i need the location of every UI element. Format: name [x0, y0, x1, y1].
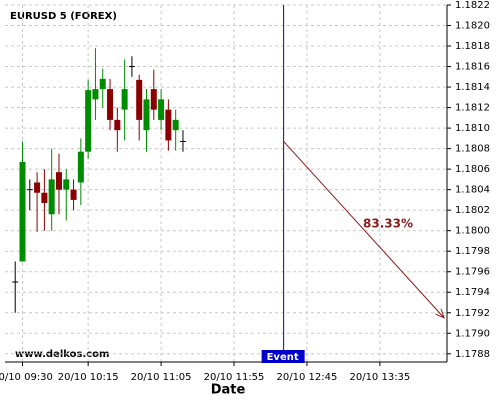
candle-body: [150, 89, 157, 110]
y-tick-label: 1.1794: [455, 287, 490, 298]
candle-body: [107, 89, 114, 120]
y-tick-label: 1.1816: [455, 62, 490, 73]
y-tick-label: 1.1796: [455, 267, 490, 278]
y-tick-label: 1.1818: [455, 41, 490, 52]
y-tick-label: 1.1810: [455, 123, 490, 134]
candle-body: [172, 119, 179, 131]
candle-body: [121, 89, 128, 110]
forecast-label: 83.33%: [363, 217, 413, 231]
x-tick-label: 20/10 09:30: [0, 372, 53, 383]
x-tick-label: 20/10 10:15: [58, 372, 119, 383]
x-tick-label: 20/10 11:55: [204, 372, 265, 383]
candle-body: [85, 90, 92, 152]
forecast-arrow: [283, 141, 444, 317]
x-tick-label: 20/10 13:35: [349, 372, 410, 383]
y-tick-label: 1.1812: [455, 103, 490, 114]
candle-body: [92, 89, 99, 100]
candle-body: [19, 161, 26, 262]
chart-title: EURUSD 5 (FOREX): [10, 11, 117, 22]
y-tick-label: 1.1798: [455, 246, 490, 257]
candle-body: [63, 179, 70, 190]
x-axis-label: Date: [211, 383, 246, 398]
candle-body: [55, 172, 62, 190]
candle-body: [34, 182, 41, 193]
x-tick-label: 20/10 11:05: [131, 372, 192, 383]
event-box: [261, 350, 305, 363]
y-tick-label: 1.1788: [455, 349, 490, 360]
y-tick-label: 1.1806: [455, 164, 490, 175]
y-tick-label: 1.1822: [455, 0, 490, 11]
event-label: Event: [267, 352, 299, 363]
x-tick-label: 20/10 12:45: [277, 372, 338, 383]
candle-body: [99, 78, 106, 90]
y-tick-label: 1.1804: [455, 185, 490, 196]
candle-body: [143, 99, 150, 131]
y-tick-label: 1.1802: [455, 205, 490, 216]
candle-body: [48, 179, 55, 215]
candle-body: [136, 79, 143, 120]
candle-body: [77, 151, 84, 183]
y-tick-label: 1.1790: [455, 328, 490, 339]
candle-body: [165, 109, 172, 141]
y-tick-label: 1.1800: [455, 226, 490, 237]
candle-body: [41, 192, 48, 203]
candle-body: [114, 119, 121, 131]
y-tick-label: 1.1814: [455, 82, 490, 93]
y-tick-label: 1.1808: [455, 144, 490, 155]
candle-body: [158, 99, 165, 120]
candle-body: [70, 189, 77, 200]
y-tick-label: 1.1820: [455, 21, 490, 32]
y-tick-label: 1.1792: [455, 308, 490, 319]
watermark: www.delkos.com: [15, 349, 109, 360]
